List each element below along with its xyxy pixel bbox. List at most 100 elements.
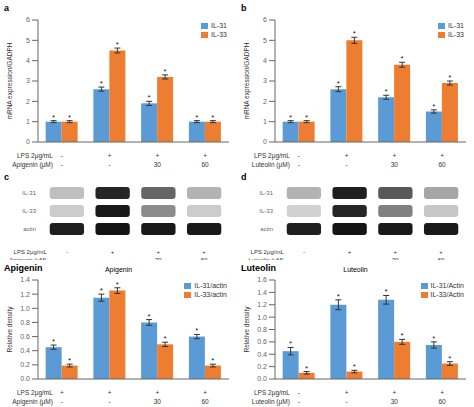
svg-text:*: * xyxy=(195,326,198,335)
svg-text:Apigenin (μM): Apigenin (μM) xyxy=(12,161,53,169)
svg-text:1: 1 xyxy=(263,118,267,125)
svg-text:*: * xyxy=(432,334,435,343)
svg-text:+: + xyxy=(348,249,352,255)
svg-text:+: + xyxy=(60,389,64,396)
svg-text:0.8: 0.8 xyxy=(20,319,30,326)
svg-text:-: - xyxy=(298,152,300,159)
svg-text:LPS 2μg/mL: LPS 2μg/mL xyxy=(254,389,290,397)
svg-text:+: + xyxy=(440,152,444,159)
svg-text:-: - xyxy=(109,398,111,405)
svg-text:Luteolin (μM): Luteolin (μM) xyxy=(252,398,290,406)
svg-text:1.4: 1.4 xyxy=(257,289,267,296)
svg-text:*: * xyxy=(337,292,340,301)
svg-text:+: + xyxy=(394,249,398,255)
svg-text:LPS 2μg/mL: LPS 2μg/mL xyxy=(251,249,285,255)
svg-text:IL-33: IL-33 xyxy=(259,208,273,214)
svg-text:mRNA expression/GADPH: mRNA expression/GADPH xyxy=(243,42,251,119)
svg-text:*: * xyxy=(289,339,292,348)
svg-text:*: * xyxy=(337,79,340,88)
svg-text:60: 60 xyxy=(201,257,208,260)
svg-text:LPS 2μg/mL: LPS 2μg/mL xyxy=(17,389,53,397)
svg-text:-: - xyxy=(61,152,63,159)
svg-text:-: - xyxy=(298,161,300,168)
svg-text:IL-31: IL-31 xyxy=(22,190,36,196)
svg-text:+: + xyxy=(392,389,396,396)
svg-text:Luteolin (μM): Luteolin (μM) xyxy=(249,257,284,260)
svg-text:-: - xyxy=(61,398,63,405)
svg-text:30: 30 xyxy=(155,257,162,260)
svg-text:*: * xyxy=(164,334,167,343)
svg-text:0.6: 0.6 xyxy=(257,338,267,345)
svg-text:*: * xyxy=(164,67,167,76)
svg-text:5: 5 xyxy=(26,37,30,44)
svg-text:*: * xyxy=(68,113,71,122)
svg-text:-: - xyxy=(346,161,348,168)
svg-text:60: 60 xyxy=(202,161,210,168)
svg-text:*: * xyxy=(385,287,388,296)
svg-text:*: * xyxy=(401,331,404,340)
svg-text:*: * xyxy=(385,87,388,96)
svg-text:0.4: 0.4 xyxy=(20,347,30,354)
svg-text:6: 6 xyxy=(263,16,267,23)
svg-text:60: 60 xyxy=(438,257,445,260)
svg-text:Relative density: Relative density xyxy=(243,306,251,353)
svg-text:LPS 2μg/mL: LPS 2μg/mL xyxy=(17,152,53,160)
svg-text:*: * xyxy=(100,286,103,295)
svg-text:0.4: 0.4 xyxy=(257,351,267,358)
svg-text:-: - xyxy=(303,257,305,260)
svg-text:*: * xyxy=(305,113,308,122)
svg-text:*: * xyxy=(148,93,151,102)
svg-text:4: 4 xyxy=(26,57,30,64)
svg-text:+: + xyxy=(203,389,207,396)
svg-text:-: - xyxy=(349,257,351,260)
svg-text:+: + xyxy=(439,249,443,255)
svg-text:1.4: 1.4 xyxy=(20,276,30,283)
svg-text:30: 30 xyxy=(391,161,399,168)
svg-text:Apigenin (μM): Apigenin (μM) xyxy=(9,257,46,260)
svg-text:1.0: 1.0 xyxy=(257,314,267,321)
svg-text:1.2: 1.2 xyxy=(257,301,267,308)
svg-text:Relative density: Relative density xyxy=(8,306,14,353)
svg-text:*: * xyxy=(52,113,55,122)
svg-text:5: 5 xyxy=(263,37,267,44)
svg-text:*: * xyxy=(353,362,356,371)
svg-text:*: * xyxy=(289,113,292,122)
svg-text:0.2: 0.2 xyxy=(257,363,267,370)
svg-text:LPS 2μg/mL: LPS 2μg/mL xyxy=(254,152,290,160)
svg-text:+: + xyxy=(157,249,161,255)
svg-text:+: + xyxy=(111,249,115,255)
svg-text:*: * xyxy=(448,73,451,82)
svg-text:0.2: 0.2 xyxy=(20,361,30,368)
svg-text:-: - xyxy=(66,249,68,255)
svg-text:-: - xyxy=(298,389,300,396)
svg-text:1.2: 1.2 xyxy=(20,291,30,298)
svg-text:+: + xyxy=(108,389,112,396)
svg-text:30: 30 xyxy=(391,398,399,405)
svg-text:6: 6 xyxy=(26,16,30,23)
svg-text:-: - xyxy=(346,398,348,405)
svg-text:*: * xyxy=(68,356,71,365)
svg-text:actin: actin xyxy=(260,226,273,232)
svg-text:60: 60 xyxy=(439,161,447,168)
svg-text:1: 1 xyxy=(26,118,30,125)
svg-text:*: * xyxy=(52,337,55,346)
svg-text:0: 0 xyxy=(263,138,267,145)
svg-text:IL-33: IL-33 xyxy=(22,208,36,214)
svg-text:30: 30 xyxy=(392,257,399,260)
svg-text:mRNA expression/GADPH: mRNA expression/GADPH xyxy=(8,42,14,119)
svg-text:-: - xyxy=(112,257,114,260)
svg-text:actin: actin xyxy=(23,226,36,232)
svg-text:+: + xyxy=(155,152,159,159)
svg-text:-: - xyxy=(303,249,305,255)
svg-text:0.0: 0.0 xyxy=(20,375,30,382)
svg-text:+: + xyxy=(155,389,159,396)
svg-text:+: + xyxy=(345,389,349,396)
svg-text:+: + xyxy=(108,152,112,159)
svg-text:3: 3 xyxy=(26,77,30,84)
svg-text:*: * xyxy=(100,79,103,88)
svg-text:-: - xyxy=(298,398,300,405)
svg-text:*: * xyxy=(353,29,356,38)
svg-text:60: 60 xyxy=(439,398,447,405)
svg-text:IL-31: IL-31 xyxy=(259,190,273,196)
svg-text:2: 2 xyxy=(26,98,30,105)
